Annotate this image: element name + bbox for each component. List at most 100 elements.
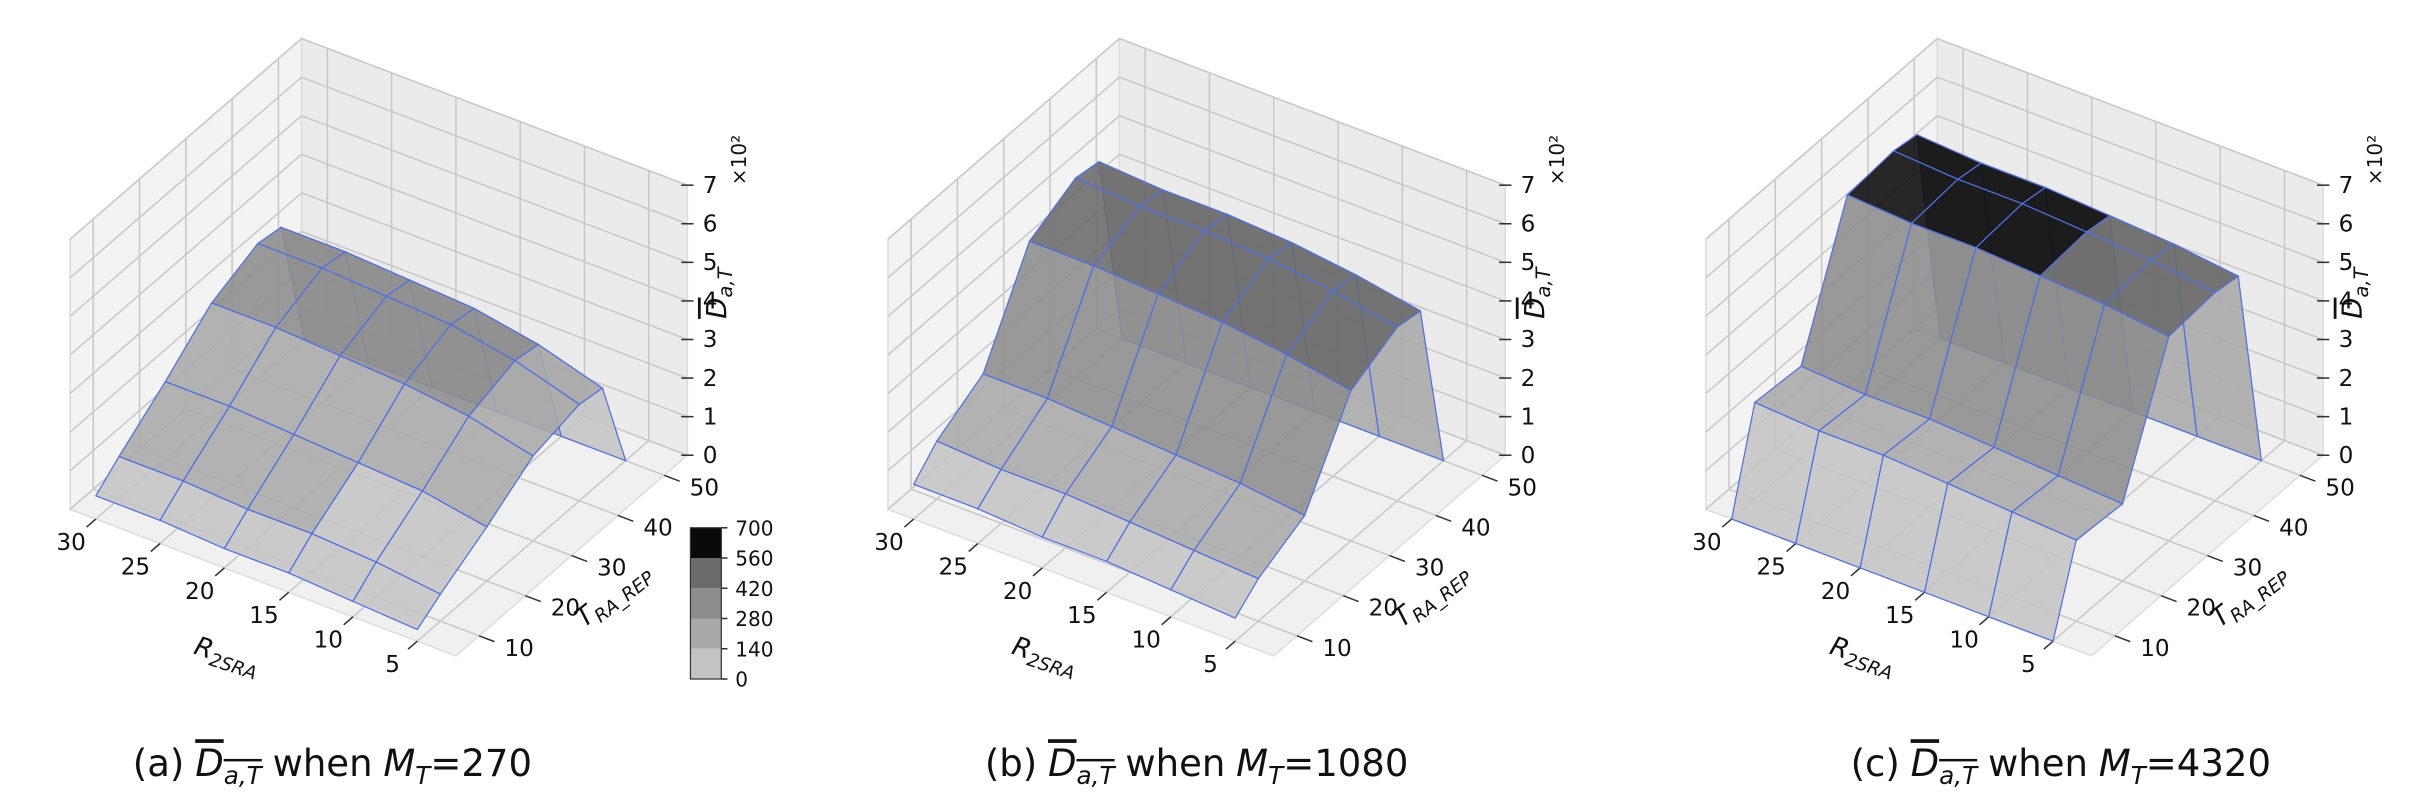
colorbar-band [690,588,722,619]
tick-mark [1721,518,1733,528]
y-tick-label: 10 [2140,636,2169,662]
caption: (a) Da,T when MT=270 [133,742,532,790]
tick-mark [1225,640,1236,650]
z-tick-label: 0 [2339,443,2354,469]
y-tick-label: 40 [643,515,672,541]
tick-mark [571,554,588,563]
surface-face [1988,511,2077,643]
x-tick-label: 20 [185,579,214,605]
tick-mark [1786,542,1797,553]
tick-mark [2043,640,2054,650]
colorbar-band [690,618,722,649]
x-axis-label: R2SRA [189,631,263,684]
z-tick-label: 7 [2339,173,2354,199]
grid-line [887,37,1120,240]
panel: 51015202530102030405001234567R2SRATRA_RE… [1692,36,2387,790]
grid-line [1705,76,1938,279]
y-tick-label: 40 [2279,515,2308,541]
z-tick-label: 1 [703,404,718,430]
z-axis-label-sub: a,T [1532,265,1555,297]
caption-eq: = [1283,742,1314,785]
grid-line [1119,37,1506,186]
z-tick-label: 7 [1521,173,1536,199]
tick-mark [2207,554,2224,563]
grid-line [301,192,688,341]
x-tick-label: 10 [314,628,343,654]
grid-line [1119,76,1506,225]
x-tick-label: 25 [121,554,150,580]
caption-m: M [383,742,415,785]
tick-mark [1850,567,1861,577]
z-tick-label: 3 [703,327,718,353]
x-axis-label: R2SRA [1007,631,1081,684]
caption-m-sub: T [415,761,432,790]
tick-mark [278,591,290,601]
grid-line [69,115,303,317]
y-tick-label: 10 [1322,636,1351,662]
caption-tag: (a) [133,742,185,785]
colorbar-tick-label: 700 [735,516,773,540]
x-tick-label: 10 [1131,628,1160,654]
caption-when: when [1988,742,2088,785]
tick-mark [617,514,634,523]
y-tick-label: 50 [690,475,719,501]
y-tick-label: 10 [504,636,533,662]
grid-line [1119,115,1506,264]
z-tick-label: 6 [1521,211,1536,237]
caption-eq: = [2146,742,2177,785]
z-offset-label: ×10² [1545,135,1569,185]
x-tick-label: 25 [939,554,968,580]
tick-mark [1032,567,1043,577]
caption: (c) Da,T when MT=4320 [1851,742,2271,790]
colorbar-tick-label: 140 [735,637,773,661]
z-tick-label: 1 [2339,404,2354,430]
tick-mark [86,518,97,528]
caption-tag: (b) [985,742,1037,785]
z-tick-label: 6 [2339,211,2354,237]
tick-mark [968,542,979,553]
z-tick-label: 2 [1521,366,1536,392]
colorbar-tick-label: 420 [735,577,773,601]
z-tick-label: 1 [1521,404,1536,430]
z-axis-label: Da,T [2336,265,2373,318]
caption-symbol-sub: a,T [1939,761,1979,790]
z-tick-label: 6 [703,211,718,237]
z-axis-label-main: D [700,297,733,318]
tick-mark [525,594,542,603]
z-tick-label: 3 [1521,327,1536,353]
caption-symbol: D [1911,742,1940,785]
colorbar-tick-label: 0 [735,668,748,692]
y-tick-label: 30 [1415,556,1444,582]
grid-line [301,37,688,186]
x-tick-label: 20 [1003,579,1032,605]
z-offset-label: ×10² [727,135,751,185]
tick-mark [214,567,225,577]
grid-line [301,115,688,264]
tick-mark [2160,594,2177,603]
x-tick-label: 20 [1821,579,1850,605]
caption-symbol-sub: a,T [1077,761,1117,790]
z-tick-label: 0 [1521,443,1536,469]
grid-line [69,37,303,240]
z-axis-label: Da,T [700,265,737,318]
z-axis-label-sub: a,T [714,265,737,297]
surface-face [352,561,442,631]
tick-mark [1979,616,1990,626]
tick-mark [1389,554,1406,563]
panel: 51015202530102030405001234567R2SRATRA_RE… [56,36,773,790]
x-axis-label-sub: 2SRA [206,650,259,685]
grid-line [1937,115,2324,264]
panel: 51015202530102030405001234567R2SRATRA_RE… [874,36,1569,790]
tick-mark [478,635,495,643]
z-tick-label: 0 [703,443,718,469]
tick-mark [1481,474,1498,482]
tick-mark [2253,514,2270,523]
tick-mark [1435,514,1452,523]
x-axis-label: R2SRA [1825,631,1899,684]
grid-line [301,76,688,225]
y-tick-label: 20 [551,596,580,622]
caption: (b) Da,T when MT=1080 [985,742,1409,790]
z-tick-label: 7 [703,173,718,199]
z-tick-label: 3 [2339,327,2354,353]
